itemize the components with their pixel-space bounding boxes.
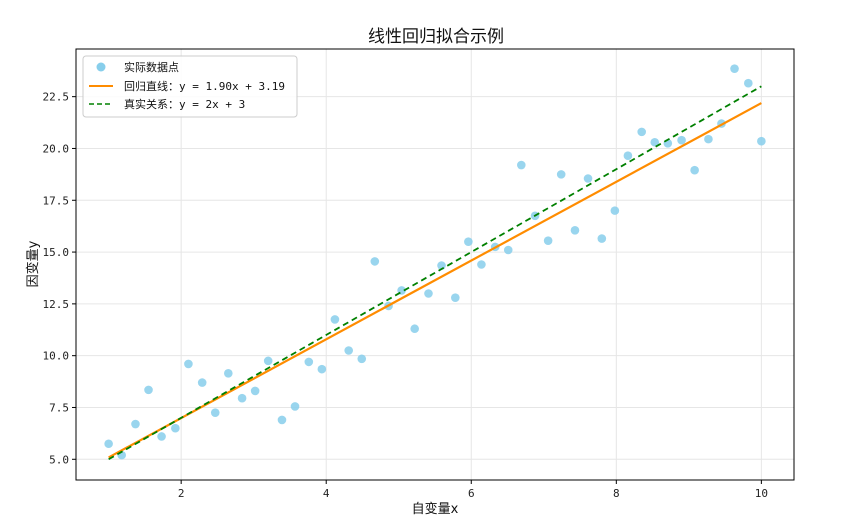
legend-label-data: 实际数据点 (124, 60, 179, 74)
data-point (250, 386, 260, 396)
data-point (583, 174, 593, 183)
legend-label-regression: 回归直线：y = 1.90x + 3.19 (124, 79, 285, 93)
plot-series (104, 64, 766, 461)
x-tick-label: 4 (323, 487, 330, 500)
data-point (131, 419, 140, 429)
y-tick-label: 22.5 (43, 91, 70, 104)
data-point (290, 402, 300, 411)
grid-lines (76, 49, 794, 480)
data-point (503, 245, 513, 255)
data-point (263, 356, 273, 366)
y-tick-label: 15.0 (43, 246, 70, 259)
y-tick-label: 5.0 (49, 453, 69, 466)
x-tick-label: 2 (178, 487, 185, 500)
axis-ticks: 2 4 6 8 10 5.0 7.5 10.0 12.5 15.0 17.5 20.0 22.5 (43, 91, 768, 500)
data-point (424, 289, 433, 298)
regression-line (108, 102, 762, 459)
data-point (370, 257, 380, 266)
legend-marker-scatter (96, 62, 106, 72)
data-point (744, 78, 753, 88)
data-point (237, 393, 247, 403)
y-axis-label: 因变量y (25, 240, 41, 287)
data-point (410, 324, 419, 334)
data-point (304, 357, 314, 367)
data-point (637, 127, 646, 137)
x-tick-label: 8 (613, 487, 620, 500)
x-axis-label: 自变量x (412, 501, 459, 517)
x-tick-label: 6 (468, 487, 475, 500)
data-point (357, 354, 367, 364)
legend-label-true: 真实关系：y = 2x + 3 (124, 97, 245, 111)
legend-box (82, 55, 298, 118)
data-point (144, 385, 153, 395)
y-tick-label: 7.5 (49, 401, 69, 414)
x-tick-label: 10 (755, 487, 768, 500)
data-point (344, 346, 353, 355)
data-point (171, 423, 180, 433)
chart-title: 线性回归拟合示例 (368, 27, 504, 47)
data-point (224, 368, 233, 378)
data-point (730, 64, 739, 73)
data-point (330, 315, 340, 324)
data-point (610, 206, 620, 215)
data-point (677, 135, 686, 145)
plot-frame (75, 48, 795, 481)
data-point (277, 415, 287, 425)
data-point (570, 226, 580, 235)
legend: 实际数据点 回归直线：y = 1.90x + 3.19 真实关系：y = 2x … (82, 55, 298, 118)
y-tick-label: 17.5 (43, 194, 70, 207)
data-point (210, 408, 220, 417)
y-tick-label: 10.0 (43, 350, 70, 363)
y-tick-label: 20.0 (43, 142, 70, 155)
data-point (690, 165, 699, 175)
data-point (197, 378, 207, 387)
data-point (623, 151, 633, 161)
data-point (556, 170, 566, 179)
data-point (184, 359, 193, 369)
data-point (104, 439, 113, 449)
data-point (650, 137, 660, 147)
data-point (704, 134, 713, 144)
data-point (543, 236, 553, 245)
data-point (464, 237, 473, 247)
data-point (757, 136, 766, 146)
y-tick-label: 12.5 (43, 298, 70, 311)
data-point (597, 234, 607, 243)
data-point (317, 364, 327, 374)
data-point (157, 432, 166, 441)
data-point (451, 293, 460, 302)
data-point (517, 160, 526, 170)
true-relation-line (108, 85, 762, 461)
data-point (477, 260, 486, 269)
